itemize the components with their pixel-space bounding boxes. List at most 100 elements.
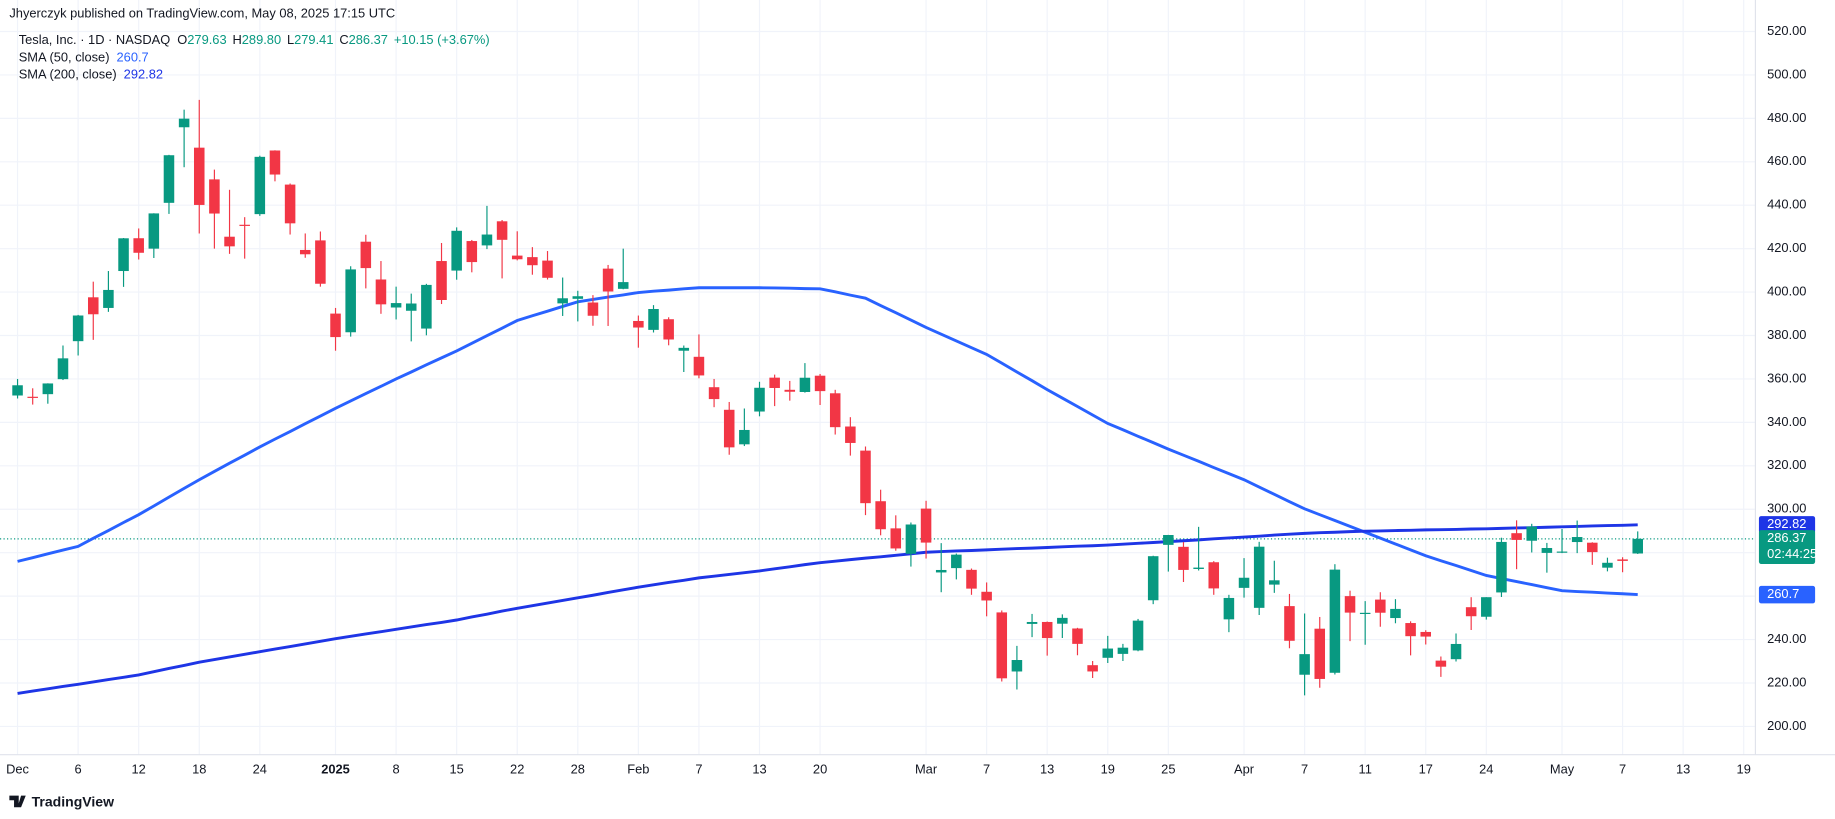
candle-body [1102, 648, 1114, 658]
brand: TradingView [32, 793, 114, 809]
candle-body [193, 147, 205, 205]
candle-body [1011, 660, 1023, 672]
candle-body [57, 358, 69, 380]
candle-body [557, 298, 568, 304]
y-tick-label: 480.00 [1767, 110, 1806, 125]
candle-body [1390, 608, 1401, 619]
candle-body [784, 389, 796, 392]
candle-body [1541, 547, 1553, 553]
candle-body [12, 385, 23, 396]
candle-body [72, 315, 84, 342]
sma-price-label: 292.82 [1767, 516, 1806, 531]
quote-value: 289.80 [242, 32, 281, 47]
candle-body [284, 184, 296, 224]
x-tick-label: May [1550, 761, 1575, 776]
y-tick-label: 340.00 [1767, 414, 1806, 429]
x-tick-label: 13 [1676, 761, 1690, 776]
candle-body [133, 238, 144, 253]
y-tick-label: 380.00 [1767, 327, 1806, 342]
quote-value: 279.63 [187, 32, 226, 47]
y-tick-label: 320.00 [1767, 457, 1806, 472]
candle-body [1511, 533, 1522, 540]
countdown: 02:44:25 [1767, 546, 1817, 561]
candle-body [254, 156, 266, 215]
candle-body [27, 396, 38, 398]
candle-body [602, 268, 614, 292]
candle-body [269, 150, 281, 175]
candle-body [966, 569, 977, 589]
candle-body [845, 426, 856, 443]
y-tick-label: 300.00 [1767, 501, 1806, 516]
y-tick-label: 440.00 [1767, 197, 1806, 212]
candle-body [421, 284, 432, 329]
sma-value: 260.7 [117, 50, 149, 65]
candle-body [436, 261, 447, 300]
x-tick-label: 13 [1040, 761, 1054, 776]
candle-body [890, 528, 902, 549]
candle-body [1450, 643, 1462, 660]
sma-line [17, 286, 1638, 597]
candle-body [1072, 628, 1083, 644]
x-tick-label: 25 [1161, 761, 1175, 776]
candle-body [633, 320, 644, 328]
candle-body [1344, 596, 1356, 613]
symbol: Tesla, Inc. · 1D · NASDAQ [19, 32, 171, 47]
candle-body [1057, 617, 1068, 624]
candle-body [1617, 559, 1628, 561]
x-tick-label: 19 [1101, 761, 1115, 776]
candle-body [1026, 621, 1038, 624]
candle-body [1359, 612, 1371, 614]
candle-body [799, 377, 811, 392]
candle-body [951, 554, 962, 569]
candle-body [829, 393, 841, 428]
quote-key: C [339, 32, 348, 47]
candle-body [617, 282, 629, 289]
plot [0, 99, 1756, 696]
candle-body [1405, 623, 1416, 637]
candle-body [981, 591, 992, 601]
last-price-label: 286.37 [1767, 530, 1806, 545]
x-tick-label: 7 [1301, 761, 1308, 776]
candle-body [996, 612, 1008, 679]
candle-body [1375, 599, 1386, 613]
publisher: Jhyerczyk published on TradingView.com, … [9, 5, 395, 20]
x-tick-label: 15 [450, 761, 464, 776]
candle-body [1208, 562, 1220, 589]
candle-body [1556, 551, 1568, 553]
candle-body [360, 241, 372, 269]
y-tick-label: 520.00 [1767, 23, 1806, 38]
x-tick-label: 19 [1737, 761, 1751, 776]
candle-body [87, 297, 99, 315]
candle-body [299, 249, 311, 255]
x-tick-label: 17 [1419, 761, 1433, 776]
x-tick-label: 11 [1358, 761, 1371, 776]
quote-key: O [177, 32, 187, 47]
x-tick-label: 7 [1619, 761, 1626, 776]
candle-body [905, 524, 917, 554]
candle-body [1602, 562, 1613, 568]
candle-body [708, 387, 720, 400]
candle-body [693, 356, 705, 376]
candle-body [1117, 647, 1129, 654]
candle-body [723, 409, 735, 448]
candle-body [1329, 569, 1341, 673]
y-tick-label: 200.00 [1767, 718, 1806, 733]
x-tick-label: 20 [813, 761, 827, 776]
candle-body [935, 569, 947, 573]
candle-body [1481, 597, 1492, 617]
candle-body [481, 234, 493, 246]
candle-body [1193, 567, 1204, 569]
y-tick-label: 360.00 [1767, 370, 1806, 385]
candle-body [466, 241, 478, 263]
candle-body [1223, 597, 1235, 620]
x-tick-label: 28 [571, 761, 585, 776]
candle-body [587, 302, 599, 316]
candle-body [163, 155, 175, 203]
candle-body [1587, 542, 1598, 553]
candle-body [1163, 535, 1174, 545]
x-tick-label: 18 [192, 761, 206, 776]
candle-body [875, 501, 886, 530]
candle-body [1132, 620, 1144, 651]
